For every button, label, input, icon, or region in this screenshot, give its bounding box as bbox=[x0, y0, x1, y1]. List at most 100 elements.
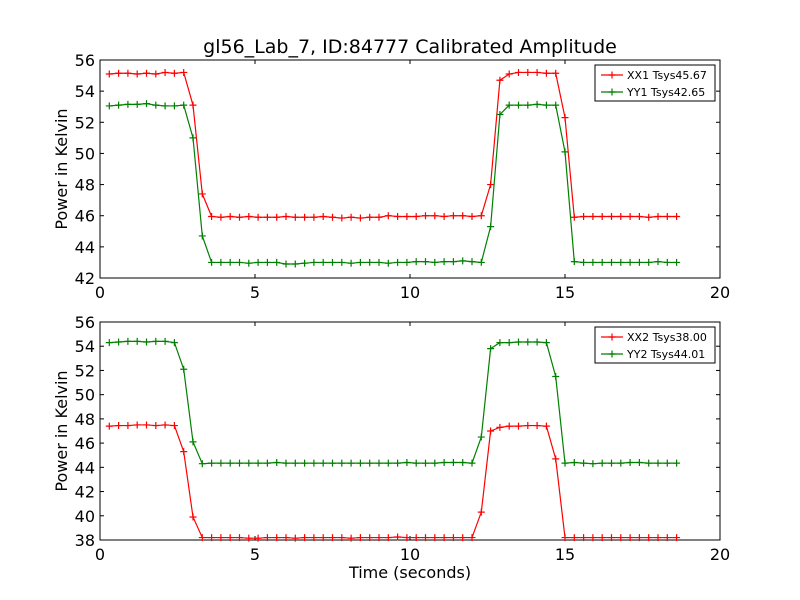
bottom-data-point bbox=[384, 459, 392, 467]
top-data-point bbox=[412, 258, 420, 266]
top-y-tick-label: 42 bbox=[75, 269, 95, 288]
bottom-data-point bbox=[505, 339, 513, 347]
bottom-data-point bbox=[310, 534, 318, 542]
bottom-y-tick-label: 54 bbox=[75, 337, 95, 356]
top-y-tick-label: 46 bbox=[75, 207, 95, 226]
top-data-point bbox=[133, 70, 141, 78]
top-data-point bbox=[124, 69, 132, 77]
bottom-data-point bbox=[654, 534, 662, 542]
bottom-data-point bbox=[598, 459, 606, 467]
top-data-point bbox=[217, 213, 225, 221]
top-data-point bbox=[394, 258, 402, 266]
bottom-data-point bbox=[617, 534, 625, 542]
top-data-point bbox=[291, 260, 299, 268]
bottom-legend-marker bbox=[608, 350, 616, 358]
top-data-point bbox=[477, 258, 485, 266]
bottom-y-tick-label: 38 bbox=[75, 531, 95, 550]
top-data-point bbox=[236, 213, 243, 221]
top-data-point bbox=[384, 259, 392, 267]
top-data-point bbox=[626, 212, 634, 220]
bottom-data-point bbox=[533, 338, 541, 346]
top-data-point bbox=[468, 212, 476, 220]
bottom-data-point bbox=[217, 459, 225, 467]
bottom-data-point bbox=[208, 459, 216, 467]
top-data-point bbox=[552, 69, 560, 77]
top-data-point bbox=[505, 101, 513, 109]
top-data-point bbox=[533, 68, 541, 76]
top-data-point bbox=[570, 258, 578, 266]
bottom-data-point bbox=[338, 534, 346, 542]
bottom-data-point bbox=[208, 534, 216, 542]
top-data-point bbox=[375, 213, 383, 221]
top-data-point bbox=[105, 70, 113, 78]
top-data-point bbox=[366, 258, 374, 266]
top-x-tick-label: 0 bbox=[95, 283, 105, 302]
bottom-data-point bbox=[347, 534, 355, 542]
top-data-point bbox=[263, 213, 271, 221]
bottom-y-tick-label: 50 bbox=[75, 386, 95, 405]
bottom-data-point bbox=[170, 422, 178, 430]
figure-title: gl56_Lab_7, ID:84777 Calibrated Amplitud… bbox=[203, 36, 617, 58]
top-data-point bbox=[198, 232, 206, 240]
bottom-data-point bbox=[170, 339, 178, 347]
bottom-data-point bbox=[487, 345, 495, 353]
top-data-point bbox=[161, 68, 169, 76]
bottom-data-point bbox=[394, 459, 402, 467]
bottom-data-point bbox=[329, 459, 336, 467]
top-data-point bbox=[254, 213, 262, 221]
bottom-data-point bbox=[663, 459, 671, 467]
bottom-data-point bbox=[580, 534, 588, 542]
bottom-data-point bbox=[673, 534, 681, 542]
bottom-x-tick-label: 15 bbox=[555, 545, 575, 564]
top-data-point bbox=[515, 68, 522, 76]
bottom-data-point bbox=[282, 459, 290, 467]
bottom-data-point bbox=[115, 338, 123, 346]
top-data-point bbox=[291, 213, 299, 221]
top-data-point bbox=[254, 258, 262, 266]
top-x-tick-label: 10 bbox=[400, 283, 420, 302]
bottom-data-point bbox=[198, 460, 206, 468]
bottom-data-point bbox=[412, 459, 420, 467]
bottom-data-point bbox=[347, 459, 355, 467]
bottom-data-point bbox=[459, 458, 467, 466]
top-y-tick-label: 56 bbox=[75, 51, 95, 70]
top-data-point bbox=[180, 101, 188, 109]
bottom-data-point bbox=[542, 422, 550, 430]
bottom-data-point bbox=[487, 427, 495, 435]
top-data-point bbox=[561, 148, 569, 156]
bottom-y-tick-label: 52 bbox=[75, 361, 95, 380]
top-data-point bbox=[133, 100, 141, 108]
bottom-data-point bbox=[533, 422, 541, 430]
bottom-data-point bbox=[626, 458, 634, 466]
top-legend-box bbox=[594, 64, 716, 102]
top-data-point bbox=[635, 212, 643, 220]
top-data-point bbox=[245, 259, 253, 267]
top-data-point bbox=[347, 259, 355, 267]
bottom-data-point bbox=[515, 422, 522, 430]
bottom-data-point bbox=[552, 455, 560, 463]
top-data-point bbox=[626, 258, 634, 266]
top-data-point bbox=[301, 259, 309, 267]
top-data-point bbox=[487, 181, 495, 189]
top-data-point bbox=[542, 69, 550, 77]
bottom-data-point bbox=[319, 459, 327, 467]
bottom-data-point bbox=[226, 459, 234, 467]
bottom-data-point bbox=[477, 508, 485, 516]
top-data-point bbox=[282, 260, 290, 268]
bottom-data-point bbox=[552, 373, 560, 380]
bottom-y-axis-label: Power in Kelvin bbox=[52, 370, 71, 491]
top-data-point bbox=[617, 212, 625, 220]
bottom-data-point bbox=[254, 534, 262, 542]
bottom-data-point bbox=[524, 422, 532, 430]
bottom-data-point bbox=[329, 534, 336, 542]
top-data-point bbox=[608, 258, 615, 266]
bottom-data-point bbox=[468, 459, 476, 467]
top-data-point bbox=[236, 258, 243, 266]
bottom-data-point bbox=[301, 459, 309, 467]
bottom-data-point bbox=[505, 422, 513, 430]
bottom-data-point bbox=[468, 534, 476, 542]
bottom-data-point bbox=[524, 338, 532, 346]
bottom-data-point bbox=[440, 458, 448, 466]
bottom-series-1 bbox=[105, 421, 681, 542]
top-x-tick-label: 5 bbox=[250, 283, 260, 302]
